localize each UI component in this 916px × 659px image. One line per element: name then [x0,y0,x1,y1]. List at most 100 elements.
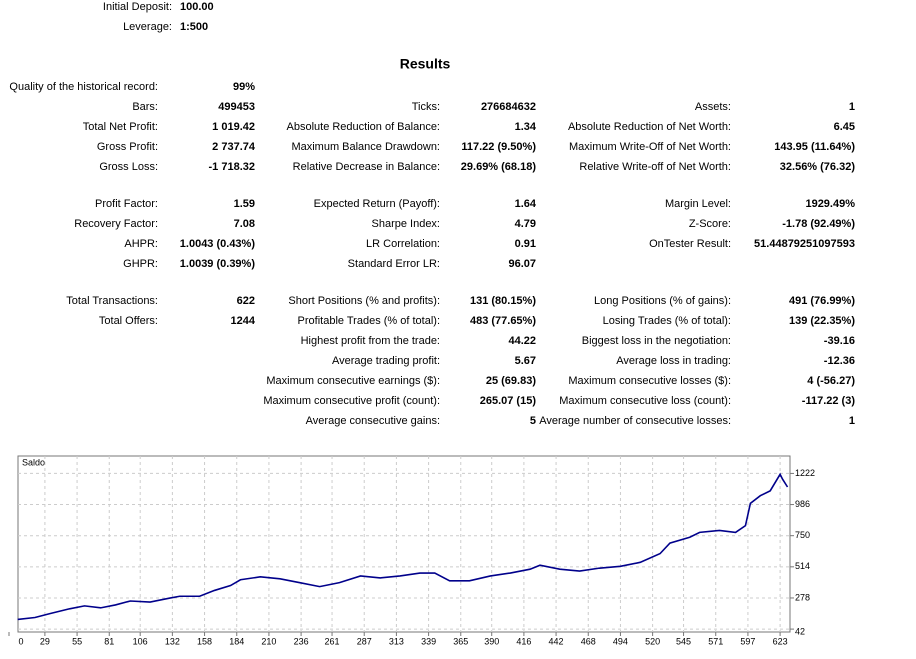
result-value: -12.36 [824,355,855,367]
x-tick-label: 597 [740,636,755,646]
x-tick-label: 520 [645,636,660,646]
result-value: 1.0039 (0.39%) [180,258,256,270]
y-tick-label: 750 [795,530,810,540]
result-value: 276684632 [481,101,536,113]
header-value: 1:500 [180,21,208,33]
result-value: -117.22 (3) [802,395,856,407]
x-tick-label: 623 [773,636,788,646]
x-tick-label: 0 [18,636,23,646]
result-label: Absolute Reduction of Balance: [287,121,441,133]
results-title: Results [400,56,451,72]
result-label: Relative Decrease in Balance: [293,161,440,173]
header-label: Leverage: [123,21,172,33]
result-label: Maximum consecutive loss (count): [559,395,731,407]
result-value: 131 (80.15%) [470,295,536,307]
y-tick-label: 986 [795,499,810,509]
y-tick-label: 514 [795,561,810,571]
balance-line [17,472,789,621]
x-tick-label: 545 [676,636,691,646]
y-tick-label: 42 [795,626,805,636]
result-value: 99% [233,81,255,93]
result-label: Recovery Factor: [74,218,158,230]
result-value: 1244 [231,315,256,327]
x-tick-label: 184 [229,636,244,646]
result-label: Maximum consecutive earnings ($): [266,375,440,387]
result-value: 7.08 [234,218,255,230]
result-label: Margin Level: [665,198,731,210]
chart-frame [17,455,791,633]
x-tick-label: 81 [104,636,114,646]
result-label: Absolute Reduction of Net Worth: [568,121,731,133]
x-tick-label: 390 [484,636,499,646]
result-label: Profit Factor: [95,198,158,210]
x-tick-label: 158 [197,636,212,646]
result-value: 2 737.74 [212,141,256,153]
x-tick-label: 416 [516,636,531,646]
result-value: 4 (-56.27) [807,375,855,387]
x-tick-label: 29 [40,636,50,646]
result-value: 6.45 [834,121,855,133]
result-value: 265.07 (15) [480,395,537,407]
result-label: Maximum consecutive profit (count): [263,395,440,407]
result-value: 44.22 [508,335,536,347]
result-value: 51.44879251097593 [754,238,855,250]
result-label: Ticks: [412,101,440,113]
result-value: 1.34 [515,121,537,133]
result-value: 483 (77.65%) [470,315,536,327]
x-tick-label: 210 [261,636,276,646]
result-label: Long Positions (% of gains): [594,295,731,307]
result-value: 1.59 [234,198,255,210]
result-value: 96.07 [508,258,536,270]
result-label: Average consecutive gains: [306,415,440,427]
result-label: Profitable Trades (% of total): [298,315,440,327]
result-value: -39.16 [824,335,855,347]
result-value: 4.79 [515,218,536,230]
result-label: Sharpe Index: [372,218,441,230]
result-label: Standard Error LR: [348,258,440,270]
x-tick-label: 236 [294,636,309,646]
result-label: AHPR: [124,238,158,250]
x-tick-label: 132 [165,636,180,646]
result-value: 1.64 [515,198,537,210]
result-label: Average trading profit: [332,355,440,367]
x-tick-label: 106 [133,636,148,646]
x-tick-label: 313 [389,636,404,646]
x-tick-label: 55 [72,636,82,646]
y-tick-label: 1222 [795,468,815,478]
result-label: Total Offers: [99,315,158,327]
result-label: Gross Loss: [99,161,158,173]
y-tick-label: 278 [795,592,810,602]
result-value: 1.0043 (0.43%) [180,238,256,250]
result-value: 5.67 [515,355,536,367]
result-label: Total Transactions: [66,295,158,307]
x-tick-label: 442 [549,636,564,646]
result-label: Assets: [695,101,731,113]
result-label: Maximum Balance Drawdown: [291,141,440,153]
result-label: Z-Score: [689,218,731,230]
result-value: 143.95 (11.64%) [774,141,855,153]
result-value: 5 [530,415,536,427]
x-tick-label: 365 [453,636,468,646]
header-value: 100.00 [180,1,214,13]
result-label: Expected Return (Payoff): [314,198,440,210]
x-tick-label: 287 [357,636,372,646]
result-value: 1929.49% [805,198,855,210]
result-value: 622 [237,295,255,307]
result-label: GHPR: [123,258,158,270]
x-tick-label: 494 [613,636,628,646]
result-value: 1 [849,415,855,427]
result-label: Biggest loss in the negotiation: [582,335,731,347]
result-value: 1 019.42 [212,121,255,133]
result-value: 25 (69.83) [486,375,536,387]
result-value: 139 (22.35%) [789,315,855,327]
result-label: Total Net Profit: [83,121,158,133]
result-value: 32.56% (76.32) [780,161,856,173]
result-label: Short Positions (% and profits): [288,295,440,307]
result-label: Bars: [132,101,158,113]
result-value: 1 [849,101,855,113]
result-value: 29.69% (68.18) [461,161,537,173]
result-label: Maximum consecutive losses ($): [568,375,731,387]
chart-title: Saldo [22,457,45,467]
result-label: Average loss in trading: [616,355,731,367]
